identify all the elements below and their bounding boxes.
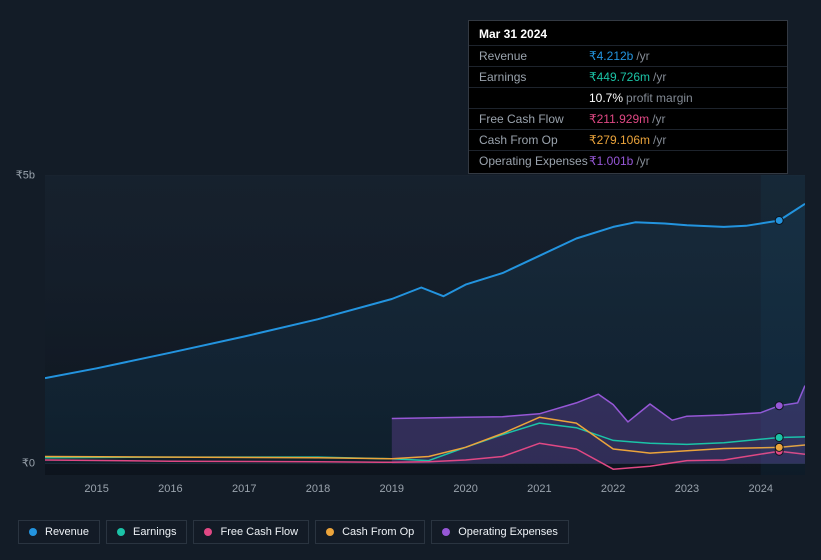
legend-label: Revenue [45,526,89,538]
tooltip-row-value: ₹1.001b [589,153,633,169]
legend-item-free-cash-flow[interactable]: Free Cash Flow [193,520,309,544]
cursor-dot [775,402,783,410]
x-axis: 2015 2016 2017 2018 2019 2020 2021 2022 2023 2024 [45,483,805,503]
x-axis-tick: 2017 [232,483,256,495]
tooltip-row-value: ₹279.106m [589,132,650,148]
y-axis-tick: ₹0 [22,457,35,470]
chart-tooltip: Mar 31 2024 Revenue₹4.212b/yrEarnings₹44… [468,20,788,174]
cursor-dot [775,434,783,442]
tooltip-row-label: Operating Expenses [479,153,589,169]
tooltip-row-unit: /yr [636,153,649,169]
legend-item-operating-expenses[interactable]: Operating Expenses [431,520,569,544]
x-axis-tick: 2016 [158,483,182,495]
tooltip-row-unit: /yr [636,48,649,64]
legend-label: Cash From Op [342,526,414,538]
tooltip-row-label [479,90,589,106]
legend-dot-icon [204,528,212,536]
tooltip-row: Operating Expenses₹1.001b/yr [469,150,787,171]
legend-item-earnings[interactable]: Earnings [106,520,187,544]
legend-dot-icon [117,528,125,536]
tooltip-row-label: Revenue [479,48,589,64]
x-axis-tick: 2020 [453,483,477,495]
x-axis-tick: 2018 [306,483,330,495]
tooltip-row-unit: /yr [652,111,665,127]
x-axis-tick: 2024 [748,483,772,495]
tooltip-row-value: ₹211.929m [589,111,649,127]
legend-item-cash-from-op[interactable]: Cash From Op [315,520,425,544]
cursor-dot [775,443,783,451]
tooltip-row-unit: /yr [653,132,666,148]
tooltip-row-value: ₹4.212b [589,48,633,64]
tooltip-row-value: 10.7% [589,90,623,106]
tooltip-row-label: Cash From Op [479,132,589,148]
legend-dot-icon [442,528,450,536]
x-axis-tick: 2022 [601,483,625,495]
tooltip-row: Free Cash Flow₹211.929m/yr [469,108,787,129]
legend-label: Operating Expenses [458,526,558,538]
tooltip-row: Cash From Op₹279.106m/yr [469,129,787,150]
x-axis-tick: 2019 [380,483,404,495]
cursor-dot [775,216,783,224]
legend-label: Earnings [133,526,176,538]
legend-dot-icon [326,528,334,536]
x-axis-tick: 2021 [527,483,551,495]
tooltip-row-unit: profit margin [626,90,693,106]
tooltip-row: Earnings₹449.726m/yr [469,66,787,87]
chart-container: Mar 31 2024 Revenue₹4.212b/yrEarnings₹44… [18,0,805,510]
x-axis-tick: 2015 [84,483,108,495]
tooltip-row-unit: /yr [653,69,666,85]
tooltip-row-label: Earnings [479,69,589,85]
tooltip-row-value: ₹449.726m [589,69,650,85]
tooltip-row: 10.7%profit margin [469,87,787,108]
legend-label: Free Cash Flow [220,526,298,538]
chart-plot-area[interactable] [45,175,805,475]
tooltip-row-label: Free Cash Flow [479,111,589,127]
x-axis-tick: 2023 [675,483,699,495]
tooltip-date: Mar 31 2024 [469,21,787,45]
y-axis-tick: ₹5b [16,169,35,182]
tooltip-row: Revenue₹4.212b/yr [469,45,787,66]
legend-dot-icon [29,528,37,536]
legend-item-revenue[interactable]: Revenue [18,520,100,544]
chart-legend: Revenue Earnings Free Cash Flow Cash From O… [18,520,569,544]
